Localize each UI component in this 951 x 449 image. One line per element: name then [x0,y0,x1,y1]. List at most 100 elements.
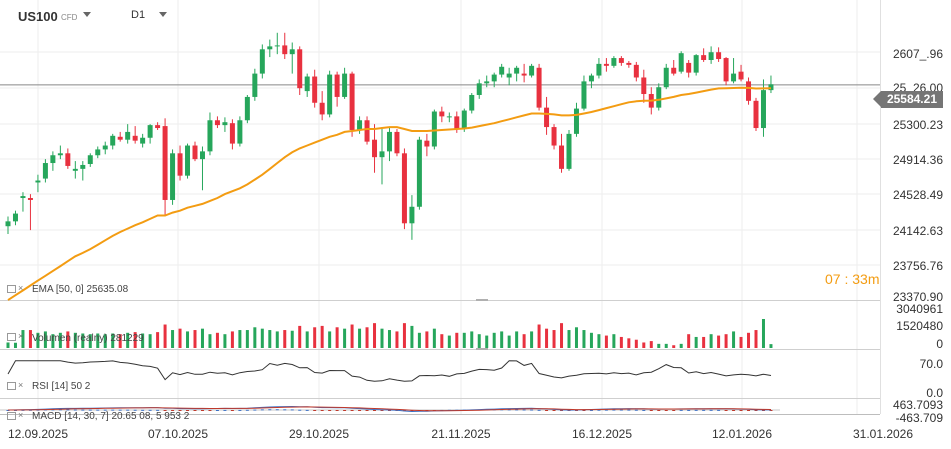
volume-bar [238,330,242,348]
candle-body [603,63,609,66]
macd-histogram-bar [350,410,354,411]
volume-close-icon[interactable]: × [18,331,24,341]
candle-body [760,90,766,129]
volume-bar [462,332,466,348]
timeframe-dropdown-icon[interactable] [159,12,167,17]
rsi-line [7,360,772,382]
volume-bar [657,343,661,348]
candle-body [95,149,101,156]
candle-body [618,58,624,63]
volume-bar [141,333,145,348]
macd-histogram-bar [672,410,676,411]
candle-body [50,155,56,164]
volume-bar [298,325,302,348]
rsi-close-icon[interactable]: × [18,380,24,390]
macd-histogram-bar [612,409,616,411]
rsi-legend: RSI [14] 50 2 [32,381,91,392]
volume-bar [627,338,631,348]
candle-body [424,140,430,147]
candle-body [514,67,520,74]
volume-bar [537,324,541,348]
volume-bar [178,328,182,348]
candle-body [319,102,325,115]
candle-body [544,107,550,128]
macd-histogram-bar [732,410,736,411]
candle-body [626,62,632,65]
macd-histogram-bar [507,409,511,411]
volume-panel-icon[interactable] [7,333,16,341]
volume-bar [709,334,713,348]
macd-panel-icon[interactable] [7,412,16,420]
macd-histogram-bar [582,410,586,411]
rsi-divider-handle[interactable] [476,348,488,350]
volume-bar [245,330,249,348]
volume-bar [36,332,40,348]
candle-body [289,49,295,55]
date-tick-label: 12.09.2025 [7,427,69,441]
candle-body [454,116,460,130]
candle-body [656,87,662,108]
macd-histogram-bar [178,410,182,411]
candle-body [132,135,138,141]
price-tick-label: 24528.49 [892,188,943,202]
ema-close-icon[interactable]: × [18,283,24,293]
candle-body [357,120,363,130]
rsi-panel-icon[interactable] [7,382,16,390]
macd-histogram-bar [328,410,332,411]
candle-body [342,73,348,97]
macd-histogram-bar [298,409,302,411]
volume-bar [679,343,683,348]
candle-body [42,163,48,179]
macd-close-icon[interactable]: × [18,410,24,420]
macd-histogram-bar [627,409,631,411]
candle-body [521,73,527,76]
volume-bar [223,334,227,348]
candle-body [20,196,26,199]
symbol-dropdown-icon[interactable] [83,12,91,17]
volume-bar [500,331,504,348]
volume-bar [313,327,317,348]
candle-body [12,213,18,222]
volume-bar [552,330,556,348]
candle-body [559,145,565,169]
candle-body [746,81,752,101]
volume-bar [604,335,608,348]
symbol-label[interactable]: US100 [18,9,58,24]
ema-panel-icon[interactable] [7,285,16,293]
macd-histogram-bar [133,409,137,411]
volume-bar [118,334,122,348]
candle-body [117,136,123,140]
volume-bar [634,339,638,348]
date-tick-label: 21.11.2025 [431,427,491,441]
date-tick-label: 16.12.2025 [571,427,633,441]
volume-bar [717,335,721,348]
candle-body [401,153,407,224]
macd-histogram-bar [560,410,564,411]
candle-body [641,77,647,95]
volume-bar [769,344,773,348]
candle-body [229,123,235,144]
macd-histogram-bar [171,410,175,411]
volume-bar [186,331,190,348]
macd-histogram-bar [754,410,758,411]
volume-bar [103,334,107,348]
macd-histogram-bar [365,410,369,411]
timeframe-label[interactable]: D1 [131,9,146,21]
volume-divider-handle[interactable] [476,299,488,301]
macd-histogram-bar [253,409,257,411]
candle-body [35,180,41,183]
volume-bar [171,330,175,348]
price-tick-label: 23756.76 [892,259,943,273]
macd-histogram-bar [724,410,728,411]
candle-body [282,45,288,55]
macd-histogram-bar [664,410,668,411]
macd-histogram-bar [694,409,698,411]
candle-body [499,66,505,75]
volume-bar [290,330,294,348]
volume-bar [432,328,436,348]
volume-bar [58,332,62,348]
macd-histogram-bar [268,409,272,411]
macd-histogram-bar [305,409,309,411]
volume-bar [28,330,32,348]
